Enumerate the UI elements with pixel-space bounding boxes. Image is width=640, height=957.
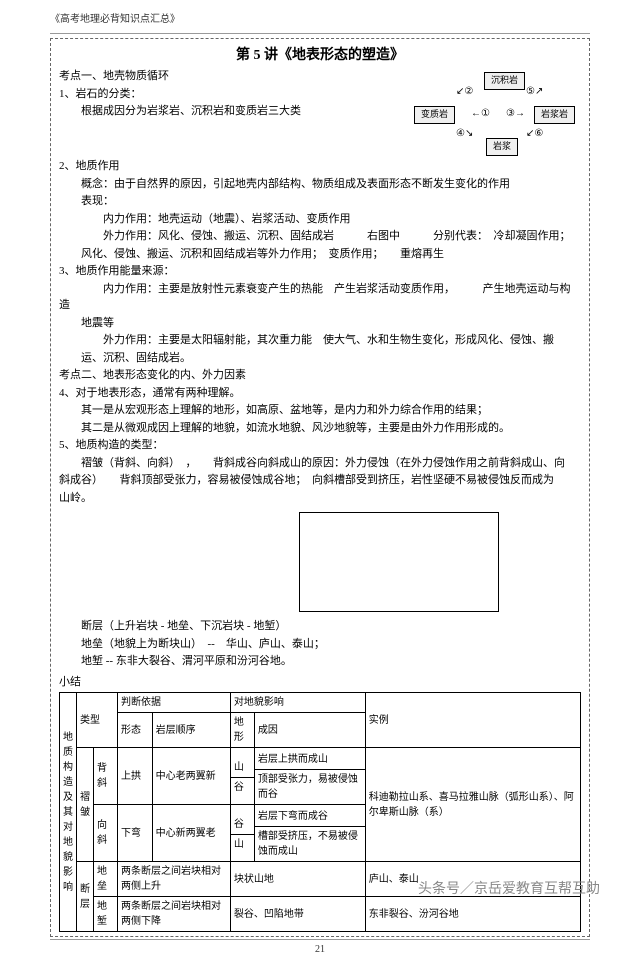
s4-3: 其二是从微观成因上理解的地貌，如流水地貌、风沙地貌等，主要是由外力作用形成的。	[59, 420, 581, 437]
th-main: 地质构造及其对地貌影响	[60, 693, 77, 932]
arr: ←①	[471, 106, 490, 121]
c: 向斜	[94, 805, 118, 862]
c: 谷山	[230, 805, 254, 862]
c: 岩层下弯而成谷槽部受挤压，不易被侵蚀而成山	[254, 805, 365, 862]
s5-2: 褶皱（背斜、向斜） ， 背斜成谷向斜成山的原因：外力侵蚀（在外力侵蚀作用之前背斜…	[59, 455, 581, 472]
arr: ⑤↗	[526, 84, 543, 99]
c-fold: 褶皱	[77, 748, 94, 862]
th-type: 类型	[77, 693, 118, 748]
c: 岩层上拱而成山顶部受张力，易被侵蚀而谷	[254, 748, 365, 805]
node-metamorphic: 变质岩	[414, 106, 455, 124]
s2-3: 表现：	[59, 193, 581, 210]
c: 中心老两翼新	[152, 748, 230, 805]
c: 东非裂谷、汾河谷地	[365, 897, 580, 932]
lecture-title: 第 5 讲《地表形态的塑造》	[59, 45, 581, 66]
c: 背斜	[94, 748, 118, 805]
s6-3: 地堑 -- 东非大裂谷、渭河平原和汾河谷地。	[59, 653, 581, 670]
arr: ↙②	[456, 84, 473, 99]
page-content: 第 5 讲《地表形态的塑造》 沉积岩 变质岩 岩浆岩 岩浆 ↙② ⑤↗ ←① ③…	[50, 38, 590, 937]
s4-1: 4、对于地表形态，通常有两种理解。	[59, 385, 581, 402]
s3-1: 3、地质作用能量来源：	[59, 263, 581, 280]
th-cause: 成因	[254, 713, 365, 748]
arr: ④↘	[456, 126, 473, 141]
node-igneous: 岩浆岩	[534, 106, 575, 124]
s3-5: 运、沉积、固结成岩。	[59, 350, 581, 367]
c: 中心新两翼老	[152, 805, 230, 862]
s6-2: 地垒（地貌上为断块山） -- 华山、庐山、泰山；	[59, 636, 581, 653]
c: 块状山地	[230, 862, 365, 897]
th-effect: 对地貌影响	[230, 693, 365, 713]
node-magma: 岩浆	[486, 138, 518, 156]
kp2: 考点二、地表形态变化的内、外力因素	[59, 367, 581, 384]
th-example: 实例	[365, 693, 580, 748]
divider	[50, 939, 590, 940]
doc-header: 《高考地理必背知识点汇总》	[0, 0, 640, 31]
th-terrain: 地形	[230, 713, 254, 748]
s5-4: 山岭。	[59, 490, 581, 507]
s5-3: 斜成谷） 背斜顶部受张力，容易被侵蚀成谷地； 向斜槽部受到挤压，岩性坚硬不易被侵…	[59, 472, 581, 489]
s3-2: 内力作用：主要是放射性元素衰变产生的热能 产生岩浆活动变质作用， 产生地壳运动与…	[59, 281, 581, 314]
th-order: 岩层顺序	[152, 713, 230, 748]
arr: ③→	[506, 106, 525, 121]
c: 两条断层之间岩块相对两侧上升	[117, 862, 230, 897]
node-sediment: 沉积岩	[484, 72, 525, 90]
c: 上拱	[117, 748, 152, 805]
c: 山谷	[230, 748, 254, 805]
placeholder-rect	[299, 512, 499, 612]
c: 两条断层之间岩块相对两侧下降	[117, 897, 230, 932]
s2-6: 风化、侵蚀、搬运、沉积和固结成岩等外力作用； 变质作用； 重熔再生	[59, 246, 581, 263]
s2-1: 2、地质作用	[59, 158, 581, 175]
c: 科迪勒拉山系、喜马拉雅山脉（弧形山系）、阿尔卑斯山脉（系）	[365, 748, 580, 862]
divider	[50, 33, 590, 34]
s2-5: 外力作用：风化、侵蚀、搬运、沉积、固结成岩 右图中 分别代表： 冷却凝固作用；	[59, 228, 581, 245]
watermark: 头条号／京岳爱教育互帮互助	[418, 879, 600, 900]
s2-2: 概念：由于自然界的原因，引起地壳内部结构、物质组成及表面形态不断发生变化的作用	[59, 176, 581, 193]
s3-3: 地震等	[59, 315, 581, 332]
page-number: 21	[0, 942, 640, 957]
s3-4: 外力作用：主要是太阳辐射能，其次重力能 使大气、水和生物生变化，形成风化、侵蚀、…	[59, 332, 581, 349]
c: 地垒	[94, 862, 118, 897]
c-fault: 断层	[77, 862, 94, 932]
s6-1: 断层（上升岩块 - 地垒、下沉岩块 - 地堑）	[59, 618, 581, 635]
rock-cycle-diagram: 沉积岩 变质岩 岩浆岩 岩浆 ↙② ⑤↗ ←① ③→ ④↘ ↙⑥	[406, 68, 581, 158]
s4-2: 其一是从宏观形态上理解的地形，如高原、盆地等，是内力和外力综合作用的结果；	[59, 402, 581, 419]
th-form: 形态	[117, 713, 152, 748]
s2-4: 内力作用：地壳运动（地震）、岩浆活动、变质作用	[59, 211, 581, 228]
s5-1: 5、地质构造的类型：	[59, 437, 581, 454]
c: 下弯	[117, 805, 152, 862]
th-judge: 判断依据	[117, 693, 230, 713]
c: 地堑	[94, 897, 118, 932]
summary-label: 小结	[59, 674, 581, 691]
c: 裂谷、凹陷地带	[230, 897, 365, 932]
arr: ↙⑥	[526, 126, 543, 141]
